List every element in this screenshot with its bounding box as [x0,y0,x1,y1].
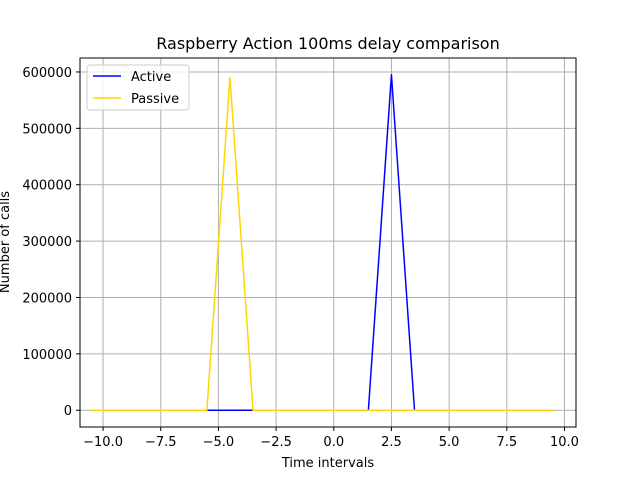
x-tick-label: −2.5 [260,435,292,450]
x-tick-label: 5.0 [439,435,460,450]
legend-label-passive: Passive [131,92,179,107]
y-tick-label: 600000 [22,66,72,81]
y-tick-label: 500000 [22,122,72,137]
y-tick-label: 400000 [22,179,72,194]
y-tick-label: 300000 [22,235,72,250]
x-tick-label: 7.5 [496,435,517,450]
legend-label-active: Active [131,70,171,85]
x-tick-label: −7.5 [145,435,177,450]
y-tick-label: 100000 [22,348,72,363]
x-tick-label: −5.0 [203,435,235,450]
series-lines [91,74,553,411]
plot-frame [79,57,577,428]
x-tick-label: 10.0 [550,435,579,450]
x-tick-label: −10.0 [83,435,123,450]
axis-ticks: −10.0 −7.5 −5.0 −2.5 0.0 2.5 5.0 7.5 10.0 0 100000… [22,66,579,450]
x-tick-label: 0.0 [323,435,344,450]
chart-title: Raspberry Action 100ms delay comparison [156,34,499,53]
y-tick-label: 200000 [22,291,72,306]
legend: Active Passive [86,64,190,111]
series-line-passive [91,76,553,411]
y-axis-label: Number of calls [0,191,13,293]
y-tick-label: 0 [64,404,72,419]
x-axis-label: Time intervals [281,456,375,471]
x-tick-label: 2.5 [381,435,402,450]
